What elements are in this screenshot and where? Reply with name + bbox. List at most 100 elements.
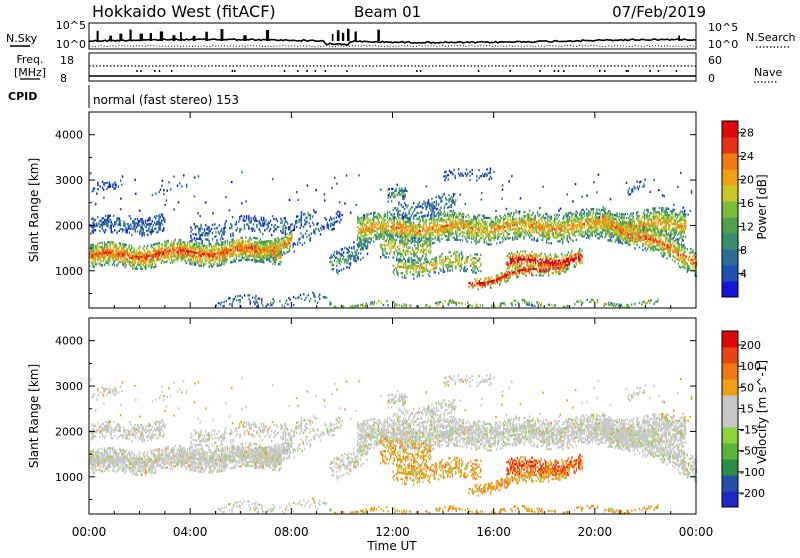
power-cell	[284, 252, 285, 254]
power-cell	[168, 254, 169, 256]
power-cell	[564, 223, 565, 225]
power-cell	[431, 216, 432, 218]
power-cell	[181, 243, 182, 245]
power-cell	[564, 229, 565, 231]
power-cell	[360, 252, 361, 254]
power-cell	[222, 241, 223, 243]
power-cell	[470, 254, 471, 256]
power-cell	[556, 230, 557, 232]
power-cell	[510, 225, 511, 227]
power-cell	[236, 256, 237, 258]
power-cell	[476, 238, 477, 240]
power-cell	[516, 238, 517, 240]
power-cell	[405, 262, 406, 264]
power-cell	[592, 235, 593, 237]
power-cell	[522, 223, 523, 225]
freq-dot	[284, 70, 286, 72]
noise-spike	[172, 35, 175, 41]
power-cell	[362, 257, 363, 259]
power-cell	[460, 269, 461, 271]
power-cell	[388, 256, 389, 258]
power-cell	[144, 245, 145, 247]
power-cell	[392, 194, 393, 196]
power-cell	[268, 240, 269, 242]
power-cell	[272, 263, 273, 265]
power-cell	[396, 257, 397, 259]
power-cell	[486, 241, 487, 243]
power-cell	[456, 255, 457, 257]
noise-tick-right-top: 10^5	[708, 21, 738, 34]
power-cell	[543, 223, 544, 225]
power-cell	[513, 214, 514, 216]
power-cell	[256, 237, 257, 239]
power-cell	[97, 242, 98, 244]
power-cell	[619, 213, 620, 215]
power-cell	[521, 233, 522, 235]
power-cell	[275, 238, 276, 240]
power-cell	[178, 241, 179, 243]
power-cell	[387, 213, 388, 215]
power-cell	[478, 218, 479, 220]
power-cell	[460, 239, 461, 241]
power-cell	[584, 227, 585, 229]
power-cell	[173, 247, 174, 249]
power-cell	[204, 263, 205, 265]
power-cell	[504, 218, 505, 220]
power-cell	[555, 216, 556, 218]
power-cell	[473, 238, 474, 240]
power-cell	[399, 244, 400, 246]
power-cell	[415, 237, 416, 239]
power-cell	[140, 264, 141, 266]
nsearch-label: N.Search	[746, 31, 796, 44]
power-cell	[535, 219, 536, 221]
power-cell	[362, 246, 363, 248]
noise-spike	[180, 32, 182, 41]
power-cell	[162, 223, 163, 225]
power-cell	[140, 230, 141, 232]
power-cell	[659, 207, 660, 209]
power-cell	[119, 218, 120, 220]
power-cell	[472, 282, 473, 284]
power-cell	[485, 225, 486, 227]
cpid-value: normal (fast stereo) 153	[93, 93, 239, 107]
power-cell	[661, 211, 662, 213]
power-cell	[523, 235, 524, 237]
power-cell	[413, 277, 414, 279]
power-cell	[250, 236, 251, 238]
power-cell	[658, 221, 659, 223]
power-cell	[139, 245, 140, 247]
power-cell	[329, 219, 330, 221]
power-cell	[456, 259, 457, 261]
power-cell	[510, 217, 511, 219]
power-cell	[596, 210, 597, 212]
power-cell	[242, 237, 243, 239]
power-cell	[115, 223, 116, 225]
power-cell	[131, 245, 132, 247]
power-cell	[358, 258, 359, 260]
power-cell	[95, 219, 96, 221]
power-cell	[362, 239, 363, 241]
power-cell	[387, 215, 388, 217]
power-cell	[449, 269, 450, 271]
freq-dot	[554, 70, 556, 72]
power-cell	[479, 214, 480, 216]
power-cell	[235, 250, 236, 252]
power-cell	[139, 232, 140, 234]
power-cell	[464, 266, 465, 268]
power-cell	[491, 276, 492, 278]
power-cell	[552, 230, 553, 232]
power-cell	[387, 252, 388, 254]
power-cell	[655, 222, 656, 224]
power-cell	[260, 256, 261, 258]
freq-tick-top: 18	[60, 54, 74, 67]
power-cell	[413, 265, 414, 267]
power-cell	[484, 280, 485, 282]
power-cell	[387, 238, 388, 240]
power-cell	[219, 260, 220, 262]
power-cell	[551, 218, 552, 220]
noise-tick-left-top: 10^5	[56, 19, 86, 32]
power-cell	[661, 223, 662, 225]
power-cell	[403, 255, 404, 257]
power-cell	[405, 194, 406, 196]
power-cell	[634, 222, 635, 224]
